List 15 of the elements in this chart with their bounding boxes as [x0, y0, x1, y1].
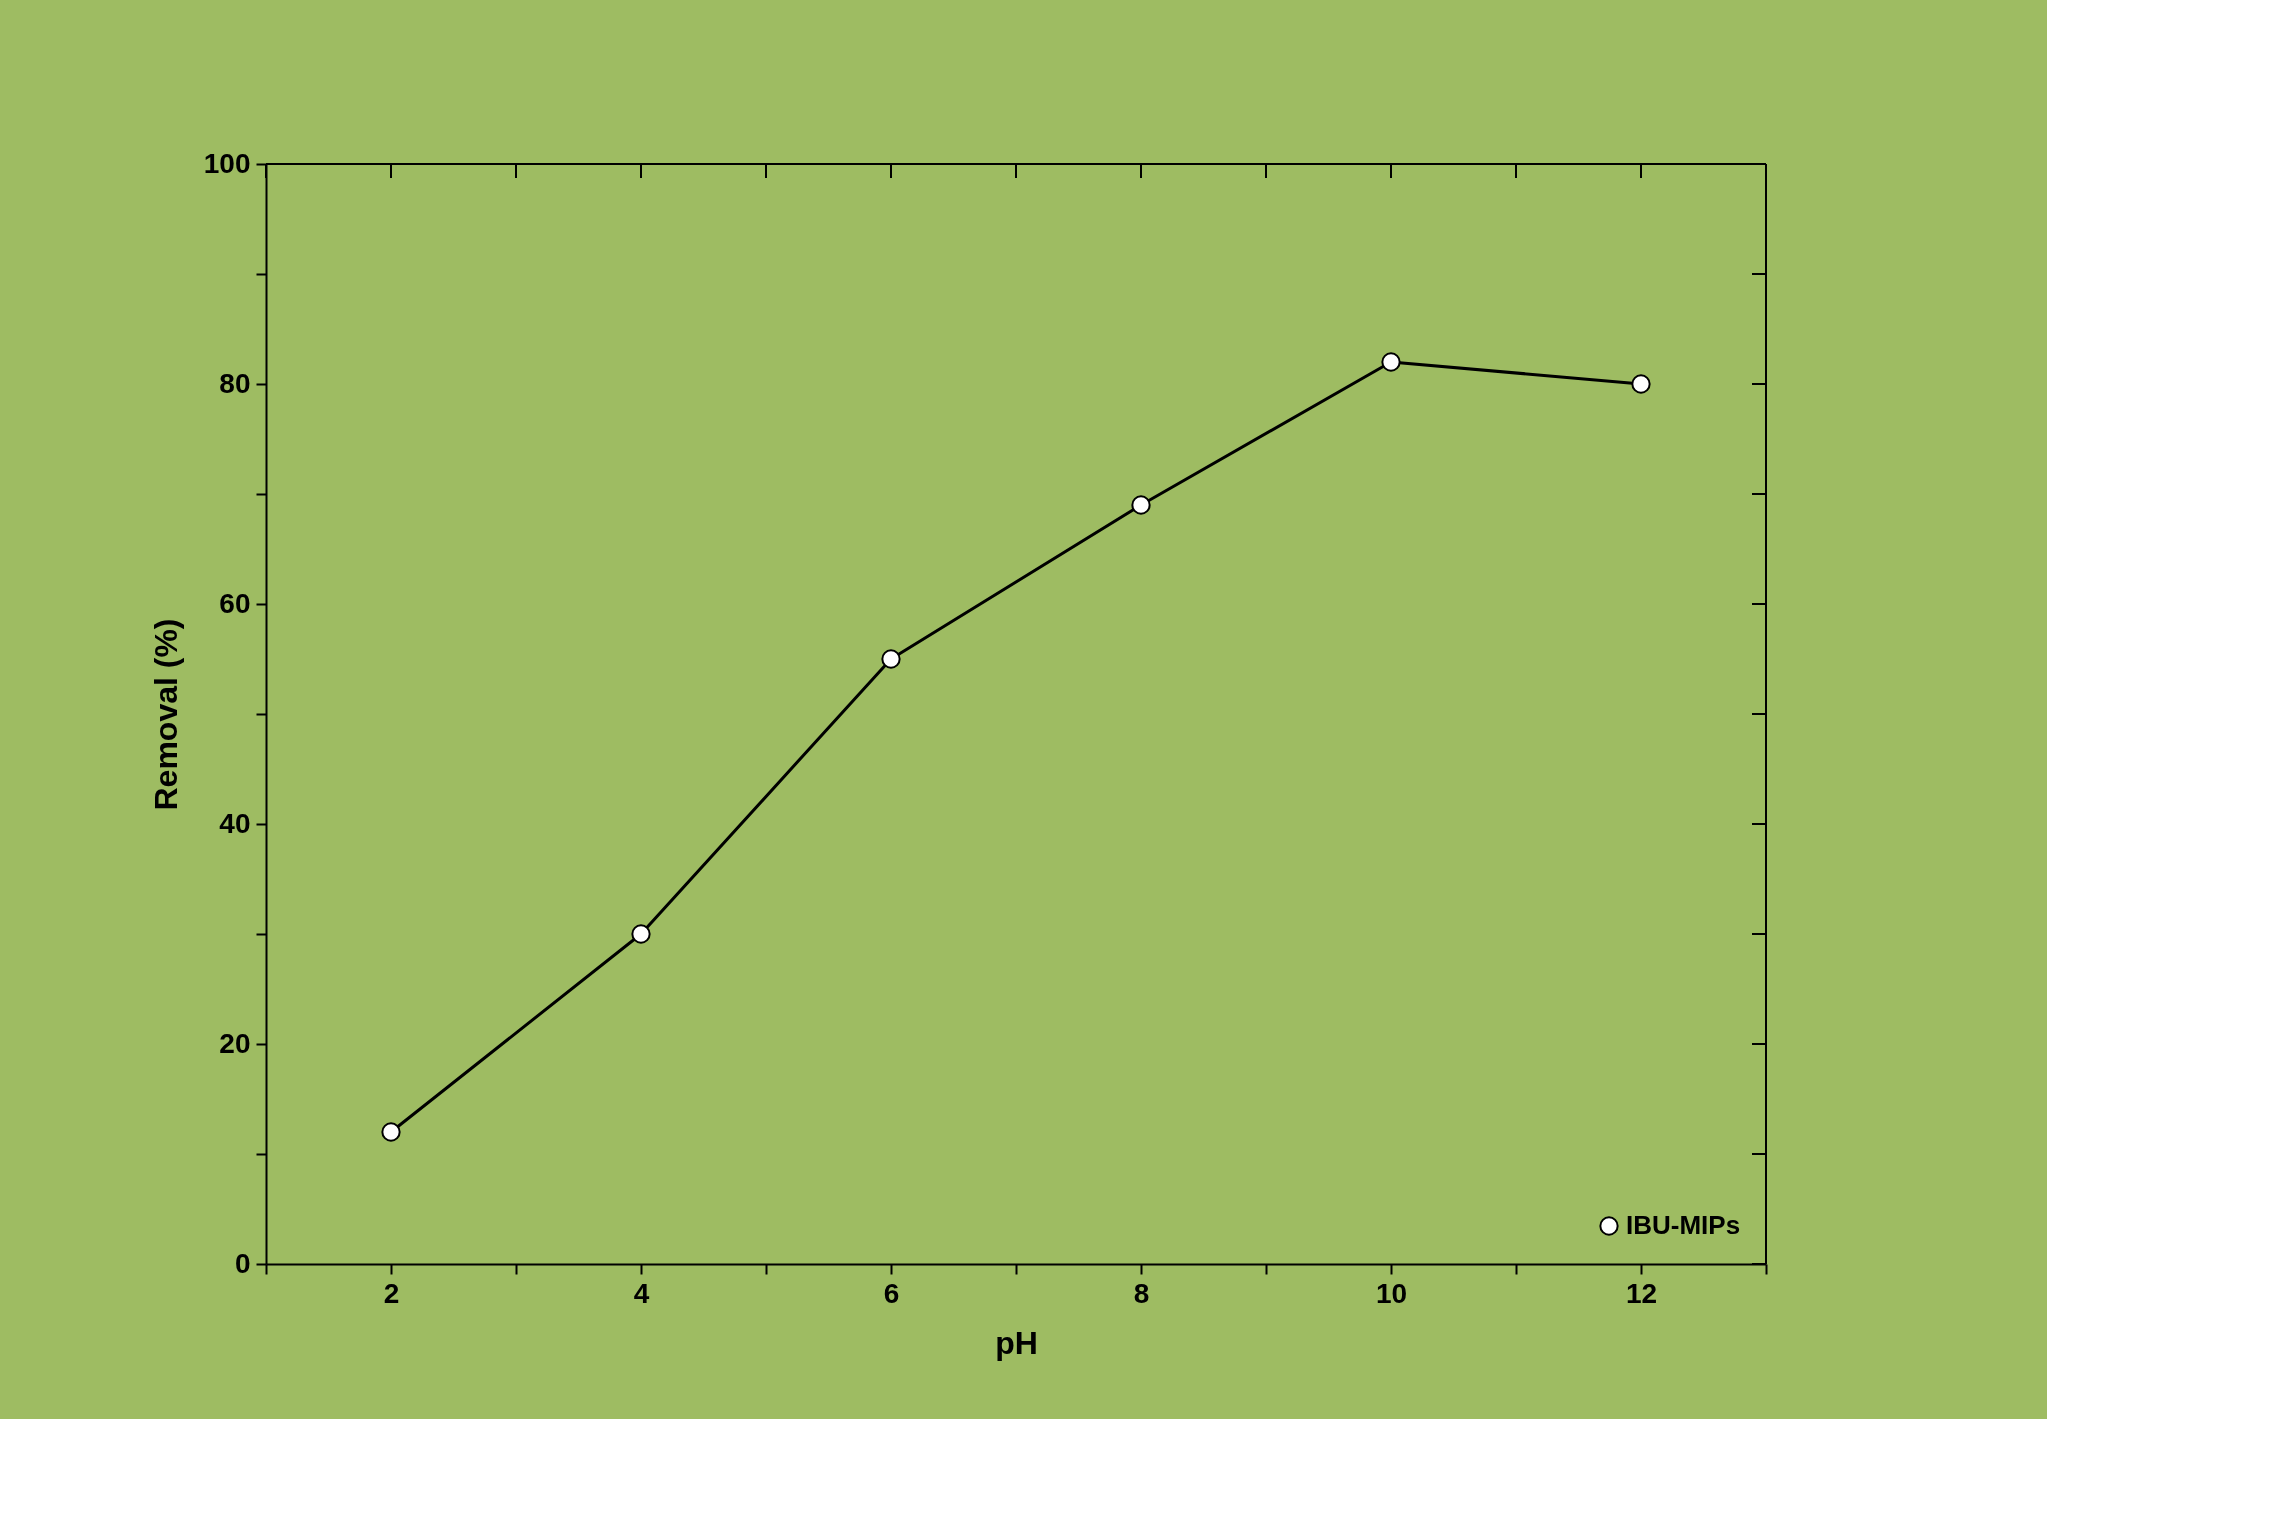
x-tick-label: 2	[383, 1277, 400, 1309]
legend-label: IBU-MIPs	[1626, 1210, 1741, 1240]
y-tick-label: 0	[234, 1247, 251, 1279]
y-tick-label: 60	[219, 587, 251, 619]
y-tick-label: 40	[219, 807, 251, 839]
x-tick-label: 4	[633, 1277, 650, 1309]
x-tick-label: 6	[883, 1277, 900, 1309]
x-axis-title: pH	[995, 1324, 1038, 1361]
y-tick-label: 80	[219, 367, 251, 399]
y-axis-title: Removal (%)	[147, 618, 184, 811]
y-tick-label: 20	[219, 1027, 251, 1059]
x-tick-label: 10	[1375, 1277, 1408, 1309]
y-tick-label: 100	[203, 147, 251, 179]
x-tick-label: 12	[1625, 1277, 1658, 1309]
x-tick-label: 8	[1133, 1277, 1150, 1309]
